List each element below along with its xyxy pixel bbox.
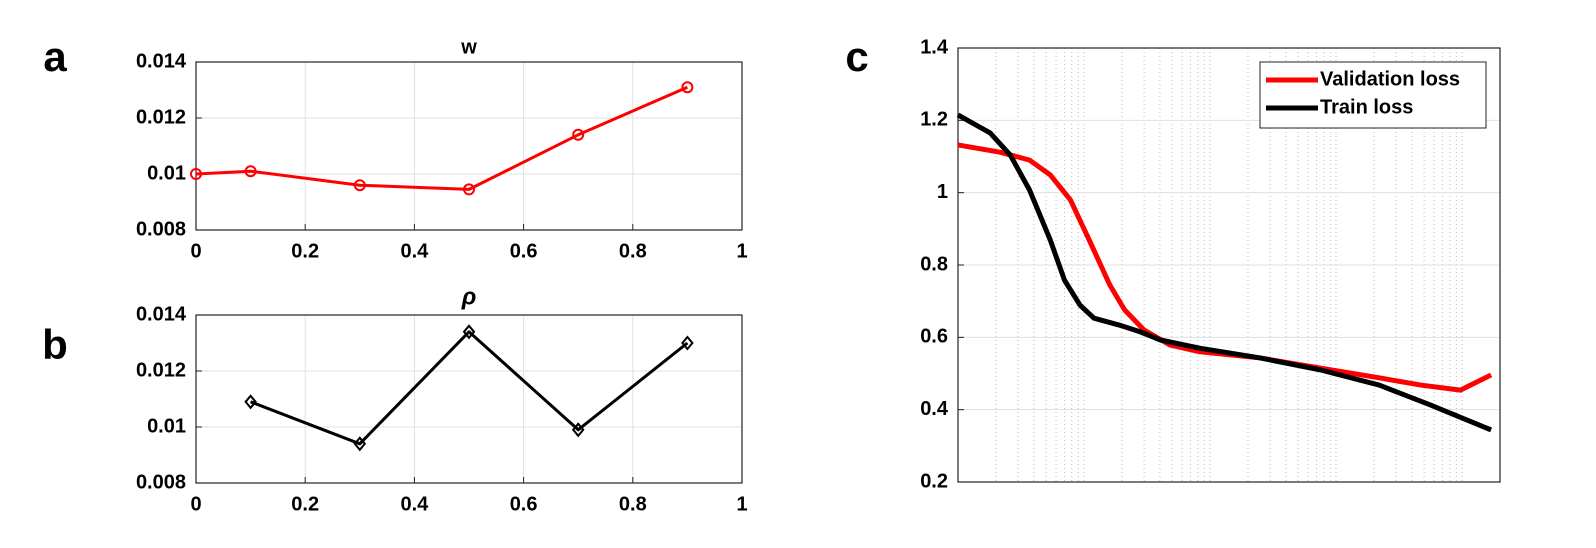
panel-label: c: [845, 33, 868, 80]
chart-title: ρ: [461, 283, 477, 310]
data-point: [462, 324, 476, 340]
data-point: [572, 128, 585, 141]
y-tick-label: 0.008: [136, 471, 186, 493]
x-tick-label: 0: [190, 240, 201, 262]
y-tick-label: 0.014: [136, 303, 187, 325]
x-tick-label: 0.6: [510, 493, 538, 515]
x-tick-label: 0.4: [400, 493, 429, 515]
x-tick-label: 0.2: [291, 493, 319, 515]
plot-area: [196, 62, 742, 230]
x-tick-label: 0.2: [291, 240, 319, 262]
plot-frame: [195, 61, 743, 231]
data-line: [250, 330, 689, 446]
x-tick-label: 0: [190, 493, 201, 515]
x-tick-label: 0.8: [619, 493, 647, 515]
data-point: [353, 179, 366, 192]
y-tick-label: 0.2: [920, 470, 948, 492]
data-point: [353, 436, 367, 452]
legend-label: Train loss: [1320, 96, 1413, 118]
data-point: [571, 422, 585, 438]
plot-frame: [957, 47, 1501, 483]
x-tick-label: 1: [736, 493, 747, 515]
y-tick-label: 0.01: [147, 415, 186, 437]
y-tick-label: 1.2: [920, 109, 948, 131]
y-tick-label: 0.012: [136, 106, 186, 128]
data-point: [244, 165, 257, 178]
legend-label: Validation loss: [1320, 68, 1460, 90]
y-tick-label: 0.01: [147, 162, 186, 184]
legend-box: [1259, 61, 1487, 129]
x-tick-label: 1: [736, 240, 747, 262]
panel-label: b: [42, 321, 68, 368]
y-tick-label: 1: [937, 181, 948, 203]
data-line: [957, 142, 1493, 393]
x-tick-label: 0.4: [400, 240, 429, 262]
data-line: [195, 85, 688, 191]
y-tick-label: 1.4: [920, 36, 949, 58]
y-tick-label: 0.8: [920, 253, 948, 275]
plot-frame: [195, 314, 743, 484]
plot-area: [196, 315, 742, 483]
y-tick-label: 0.4: [920, 398, 949, 420]
chart-title: w: [460, 36, 477, 58]
y-tick-label: 0.008: [136, 218, 186, 240]
y-tick-label: 0.012: [136, 359, 186, 381]
data-point: [681, 81, 694, 94]
panel-label: a: [43, 33, 67, 80]
data-point: [681, 335, 694, 351]
y-tick-label: 0.014: [136, 50, 187, 72]
x-tick-label: 0.8: [619, 240, 647, 262]
data-point: [244, 394, 257, 410]
data-point: [190, 168, 202, 180]
data-line: [956, 112, 1493, 433]
y-tick-label: 0.6: [920, 326, 948, 348]
data-point: [463, 183, 475, 196]
x-tick-label: 0.6: [510, 240, 538, 262]
